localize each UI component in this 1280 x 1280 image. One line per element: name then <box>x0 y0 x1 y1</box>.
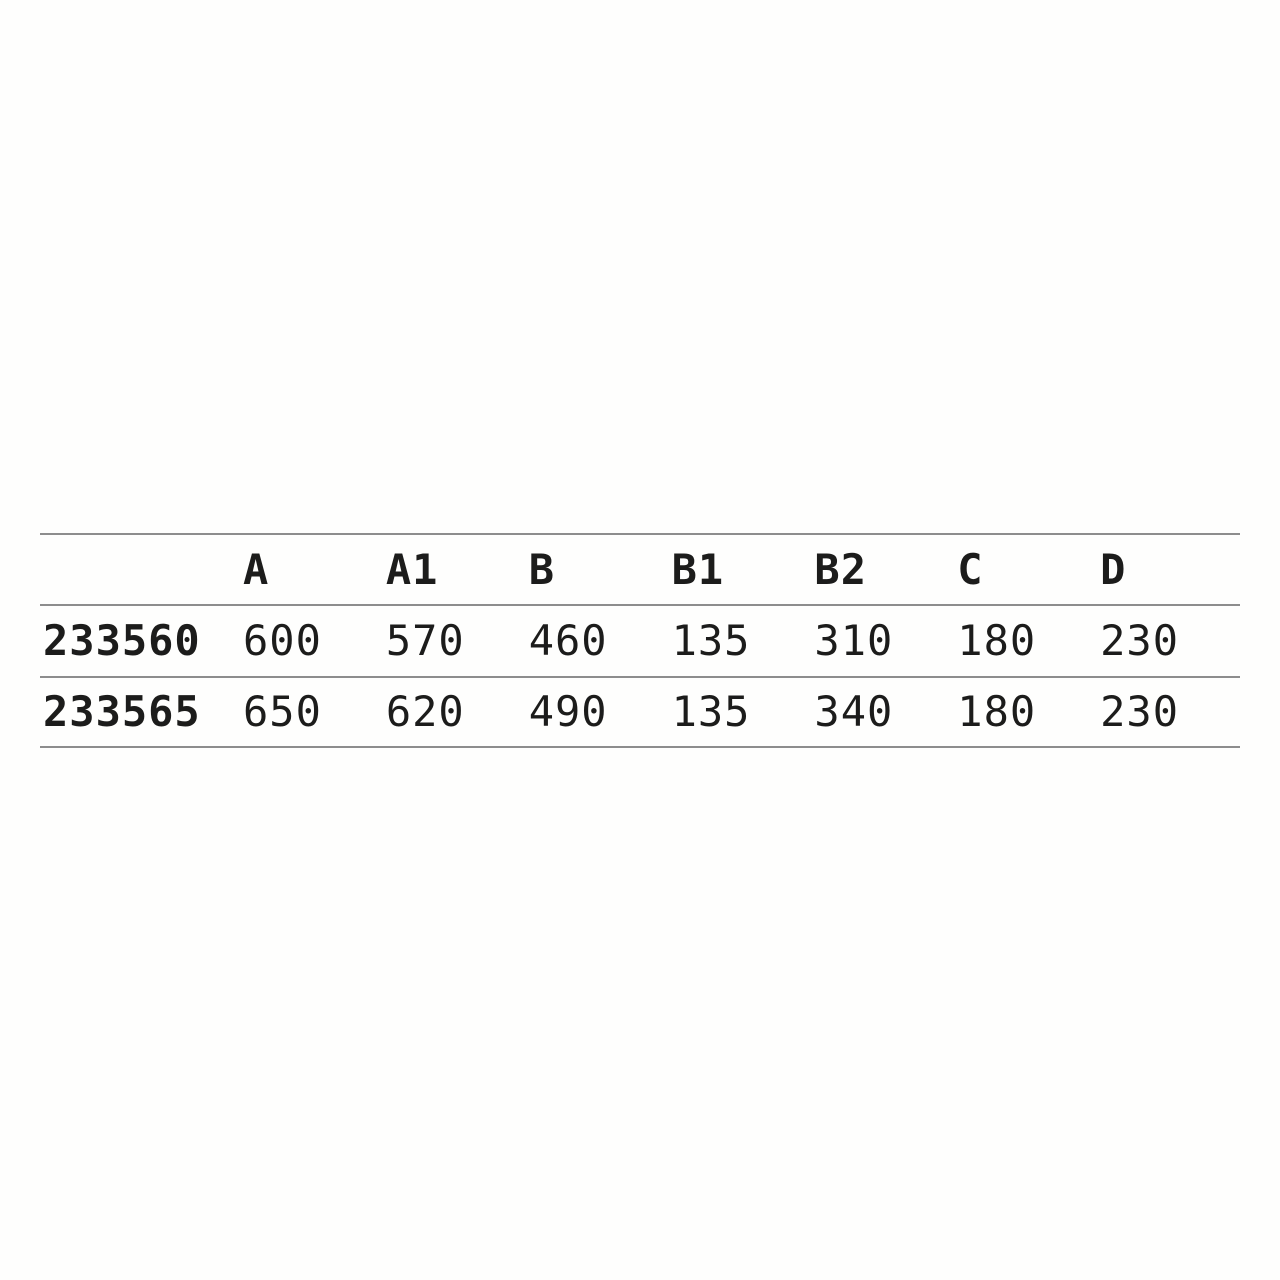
cell-b2: 340 <box>814 691 894 733</box>
cell-b1: 135 <box>671 691 751 733</box>
column-header-d: D <box>1100 548 1127 591</box>
column-header-b: B <box>528 548 555 591</box>
cell-a: 650 <box>243 691 322 733</box>
column-header-c: C <box>957 548 984 591</box>
column-header-a1: A1 <box>385 548 439 591</box>
row-id: 233560 <box>43 620 201 662</box>
column-header-b1: B1 <box>671 548 725 591</box>
product-dimensions-table: A A1 B B1 B2 C D 233560 600 570 460 135 … <box>40 533 1240 748</box>
cell-c: 180 <box>957 620 1037 662</box>
table-row: 233565 650 620 490 135 340 180 230 <box>40 678 1240 748</box>
cell-d: 230 <box>1100 620 1179 662</box>
cell-a1: 620 <box>385 691 465 733</box>
cell-d: 230 <box>1100 691 1179 733</box>
cell-b: 460 <box>528 620 608 662</box>
cell-b1: 135 <box>671 620 751 662</box>
cell-c: 180 <box>957 691 1037 733</box>
row-id: 233565 <box>43 691 201 733</box>
column-header-a: A <box>243 548 270 591</box>
table-row: 233560 600 570 460 135 310 180 230 <box>40 606 1240 678</box>
column-header-b2: B2 <box>814 548 867 591</box>
cell-a: 600 <box>243 620 322 662</box>
cell-a1: 570 <box>385 620 465 662</box>
cell-b: 490 <box>528 691 608 733</box>
cell-b2: 310 <box>814 620 894 662</box>
table-header-row: A A1 B B1 B2 C D <box>40 535 1240 606</box>
